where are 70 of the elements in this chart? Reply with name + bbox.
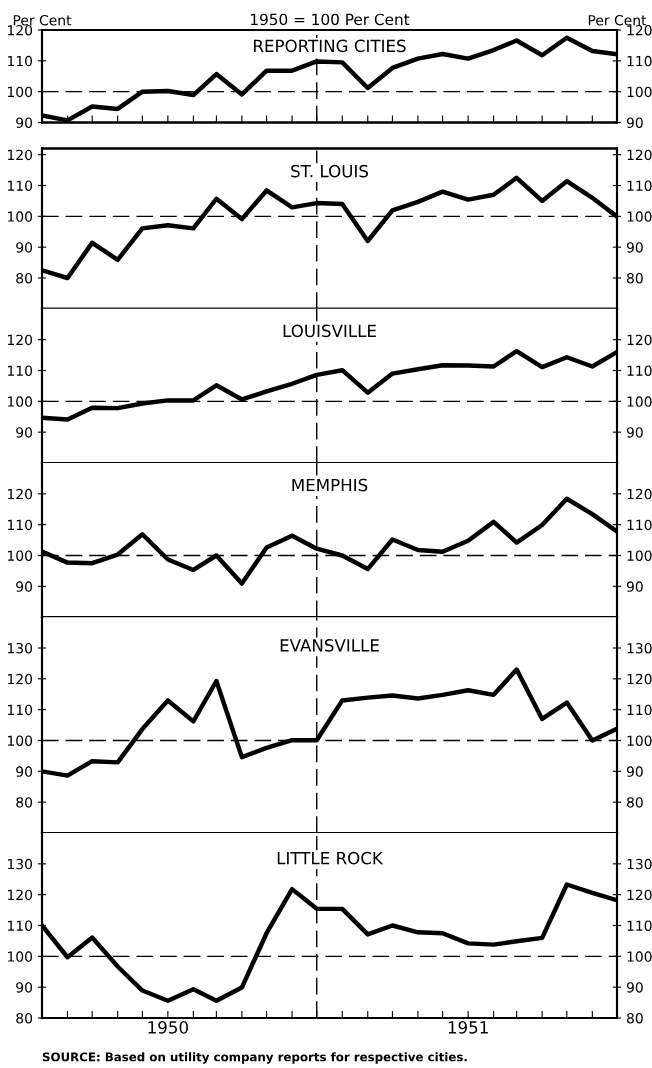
y2-tick-label: 110 [627,55,652,67]
y2-tick-label: 90 [626,242,643,253]
y-tick-label: 80 [16,1012,33,1024]
y-tick-label: 90 [16,581,33,592]
y-tick-label: 100 [7,211,33,222]
y2-tick-label: 120 [627,673,652,685]
y2-tick-label: 90 [626,982,643,993]
y2-tick-label: 120 [627,149,652,161]
text: ST. LOUIS [291,164,369,178]
y-tick-label: 100 [7,735,33,746]
y2-tick-label: 80 [626,797,643,808]
y-tick-label: 130 [7,642,33,654]
y-tick-label: 90 [16,242,33,253]
y-tick-label: 120 [7,149,33,161]
y2-tick-label: 120 [627,334,652,346]
y2-tick-label: 120 [627,488,652,500]
y-tick-label: 110 [7,519,33,531]
y-tick-label: 110 [7,920,33,931]
y2-tick-label: 110 [627,920,652,931]
y2-tick-label: 100 [627,735,652,746]
y2-tick-label: 90 [626,581,643,592]
y-tick-label: 110 [7,365,33,376]
text: MEMPHIS [292,478,368,492]
y2-tick-label: 90 [626,766,643,777]
y2-tick-label: 80 [626,272,643,284]
y-tick-label: 100 [7,951,33,962]
y-tick-label: 80 [16,272,33,284]
y2-tick-label: 80 [626,1012,643,1024]
y-tick-label: 120 [7,488,33,500]
y2-tick-label: 110 [627,519,652,531]
y2-tick-label: 110 [627,365,652,376]
y2-tick-label: 120 [627,889,652,901]
text: LITTLE ROCK [277,851,384,865]
y-tick-label: 100 [7,396,33,407]
y2-tick-label: 120 [627,24,652,36]
y2-tick-label: 110 [627,704,652,716]
y-tick-label: 110 [7,55,33,67]
y2-axis-title: Per Cent [588,14,647,26]
y2-tick-label: 90 [626,427,643,438]
y2-tick-label: 90 [626,117,643,128]
chart-title: REPORTING CITIES [254,39,406,53]
chart-subtitle: 1950 = 100 Per Cent [251,13,410,26]
source-note: SOURCE: Based on utility company reports for respective cities. [42,1052,467,1064]
y-tick-label: 110 [7,180,33,191]
y-axis-title: Per Cent [13,14,72,26]
y-tick-label: 90 [16,982,33,993]
y-tick-label: 90 [16,117,33,128]
y-tick-label: 120 [7,334,33,346]
y2-tick-label: 130 [627,642,652,654]
y2-tick-label: 110 [627,180,652,191]
y2-tick-label: 100 [627,396,652,407]
y-tick-label: 130 [7,858,33,870]
x-tick-label: 1951 [448,1021,488,1034]
text: LOUISVILLE [283,324,376,338]
y-tick-label: 100 [7,86,33,98]
y-tick-label: 120 [7,673,33,685]
y2-tick-label: 100 [627,211,652,222]
y-tick-label: 120 [7,889,33,901]
y-tick-label: 80 [16,797,33,808]
y2-tick-label: 130 [627,858,652,870]
y-tick-label: 90 [16,766,33,777]
x-tick-label: 1950 [148,1021,188,1034]
y-tick-label: 100 [7,550,33,561]
y2-tick-label: 100 [627,86,652,98]
y2-tick-label: 100 [627,550,652,561]
y-tick-label: 110 [7,704,33,716]
text: EVANSVILLE [280,639,379,652]
y-tick-label: 90 [16,427,33,438]
y2-tick-label: 100 [627,951,652,962]
y-tick-label: 120 [7,24,33,36]
